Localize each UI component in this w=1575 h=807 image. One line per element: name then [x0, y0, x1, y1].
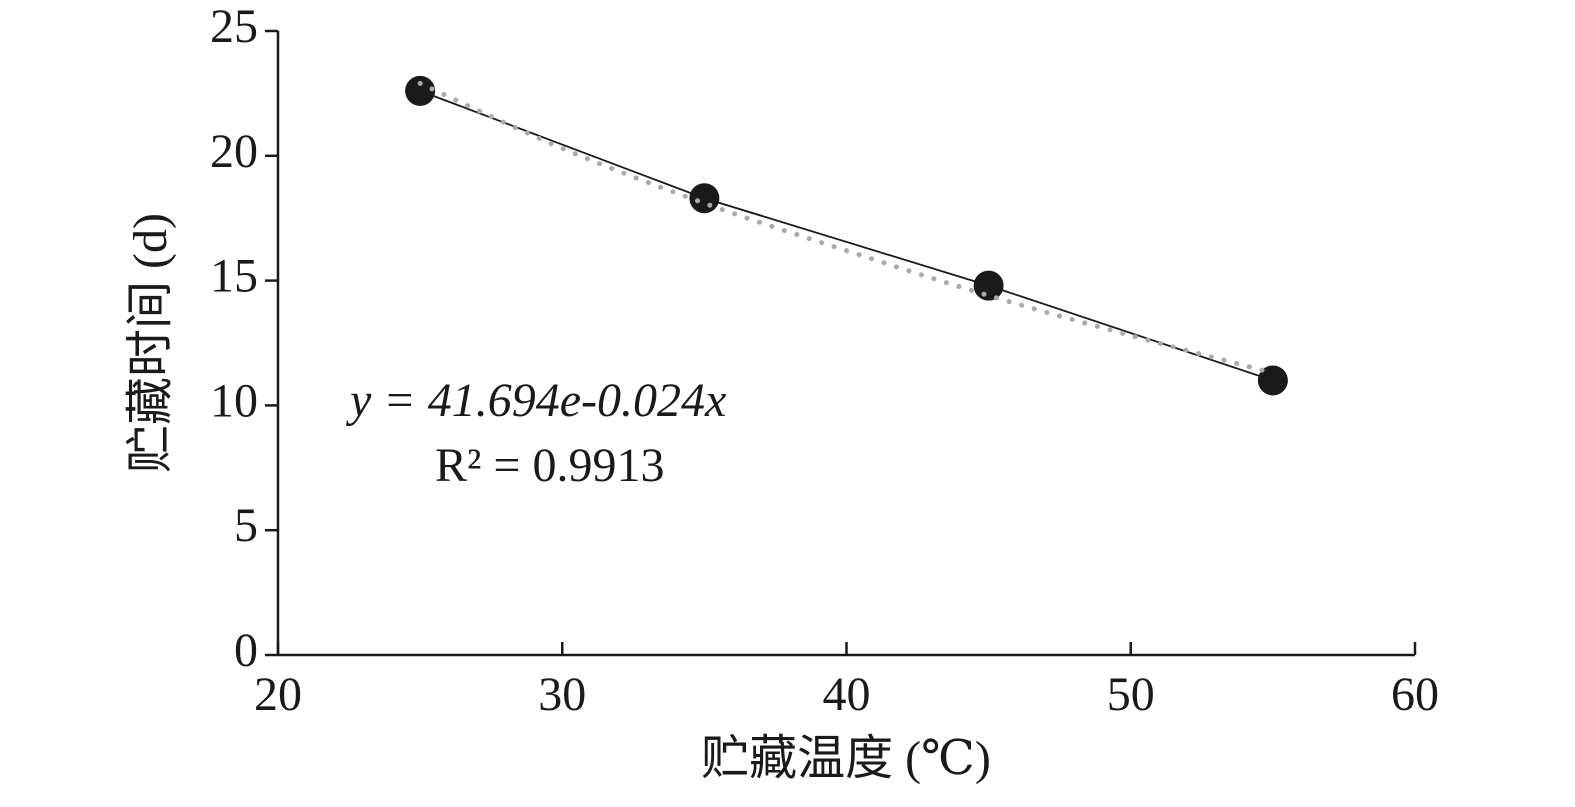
x-axis-title: 贮藏温度 (℃) [701, 732, 991, 785]
equation: y = 41.694e-0.024x [345, 374, 726, 427]
y-tick-label: 0 [234, 624, 258, 677]
y-axis-title: 贮藏时间 (d) [124, 213, 177, 473]
r-squared: R² = 0.9913 [435, 439, 664, 492]
point [405, 75, 436, 106]
x-tick-label: 30 [538, 668, 586, 721]
y-tick-label: 5 [234, 499, 258, 552]
y-tick-label: 10 [210, 374, 258, 427]
x-tick-label: 40 [823, 668, 871, 721]
point [689, 183, 720, 214]
series-line [419, 90, 1274, 382]
x-tick-label: 50 [1107, 668, 1155, 721]
point [1257, 365, 1288, 396]
x-tick-label: 60 [1391, 668, 1439, 721]
trendline [417, 80, 1276, 376]
y-tick-label: 20 [210, 125, 258, 178]
x-tick-label: 20 [254, 668, 302, 721]
y-tick-label: 25 [210, 0, 258, 53]
point [973, 270, 1004, 301]
y-tick-label: 15 [210, 250, 258, 303]
